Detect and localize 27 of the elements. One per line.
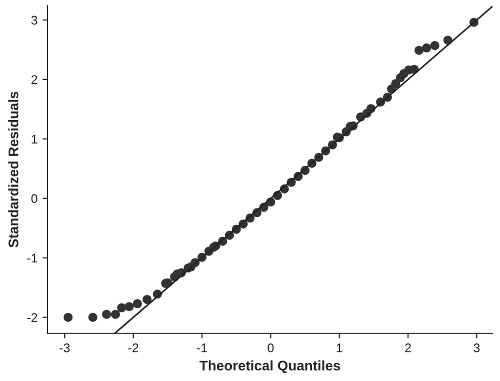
point	[132, 299, 142, 308]
point	[430, 41, 440, 50]
y-tick-label: 2	[31, 75, 38, 84]
x-tick-label: 1	[336, 344, 342, 352]
point	[102, 310, 112, 319]
x-axis-title: Theoretical Quantiles	[200, 360, 340, 374]
point	[391, 79, 400, 88]
x-tick-label: 2	[405, 343, 411, 352]
point	[124, 302, 134, 312]
y-tick-label: 3	[31, 16, 38, 25]
y-axis-title: Standardized Residuals	[8, 92, 18, 248]
x-tick-label: 3	[474, 343, 480, 352]
point	[88, 312, 98, 322]
point	[142, 294, 152, 304]
x-tick-label: -2	[128, 343, 138, 352]
point	[117, 303, 126, 312]
y-tick-label: -1	[27, 254, 38, 262]
y-tick-label: -2	[27, 313, 38, 322]
y-tick-label: 1	[32, 134, 38, 144]
point	[422, 43, 432, 52]
x-tick-label: 0	[268, 343, 274, 352]
point	[64, 312, 73, 322]
x-tick-label: -1	[197, 344, 207, 352]
point	[110, 310, 120, 319]
y-tick-label: 0	[31, 194, 38, 204]
point	[414, 46, 424, 55]
x-tick-label: -3	[60, 343, 70, 352]
